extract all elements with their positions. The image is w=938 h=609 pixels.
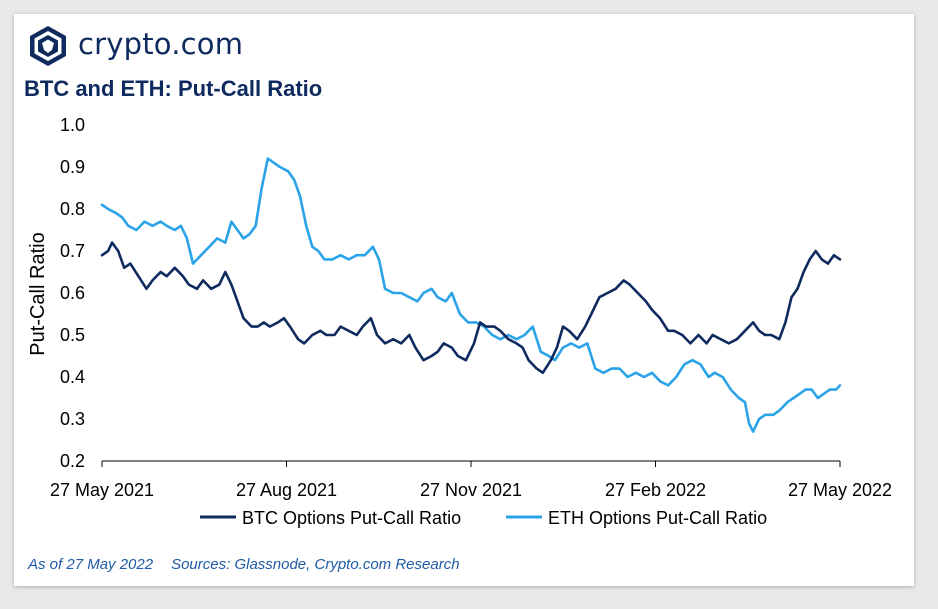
y-tick-label: 0.4 xyxy=(60,367,85,387)
btc-series-line xyxy=(100,241,842,375)
legend: BTC Options Put-Call Ratio ETH Options Pu… xyxy=(200,508,767,528)
x-tick-label: 27 Feb 2022 xyxy=(605,480,706,500)
x-tick-label: 27 Nov 2021 xyxy=(420,480,522,500)
y-axis: 1.0 0.9 0.8 0.7 0.6 0.5 0.4 0.3 0.2 xyxy=(60,115,85,471)
y-tick-label: 0.2 xyxy=(60,451,85,471)
crypto-lion-shield-icon xyxy=(30,26,66,66)
y-tick-label: 0.5 xyxy=(60,325,85,345)
x-tick-label: 27 Aug 2021 xyxy=(236,480,337,500)
as-of-date: As of 27 May 2022 xyxy=(28,556,154,573)
x-tick-label: 27 May 2022 xyxy=(788,480,892,500)
y-tick-label: 0.3 xyxy=(60,409,85,429)
eth-legend-label: ETH Options Put-Call Ratio xyxy=(548,508,767,528)
chart-card: crypto.com BTC and ETH: Put-Call Ratio 1… xyxy=(14,14,914,586)
sources-note: Sources: Glassnode, Crypto.com Research xyxy=(171,556,460,573)
brand-name: crypto.com xyxy=(78,27,244,61)
eth-series-line xyxy=(100,157,842,433)
btc-legend-label: BTC Options Put-Call Ratio xyxy=(242,508,461,528)
crypto-com-logo: crypto.com xyxy=(26,24,276,68)
series-layer xyxy=(100,157,842,433)
y-tick-label: 1.0 xyxy=(60,115,85,135)
footer-note: As of 27 May 2022 Sources: Glassnode, Cry… xyxy=(28,556,460,573)
y-tick-label: 0.9 xyxy=(60,157,85,177)
y-axis-label: Put-Call Ratio xyxy=(27,232,49,355)
chart-title: BTC and ETH: Put-Call Ratio xyxy=(24,76,323,101)
y-tick-label: 0.7 xyxy=(60,241,85,261)
x-tick-label: 27 May 2021 xyxy=(50,480,154,500)
x-axis: 27 May 2021 27 Aug 2021 27 Nov 2021 27 Feb … xyxy=(50,461,892,500)
line-chart: 1.00.90.80.70.60.50.40.30.2 27 May 2021 2… xyxy=(27,115,892,528)
y-tick-label: 0.8 xyxy=(60,199,85,219)
y-tick-label: 0.6 xyxy=(60,283,85,303)
